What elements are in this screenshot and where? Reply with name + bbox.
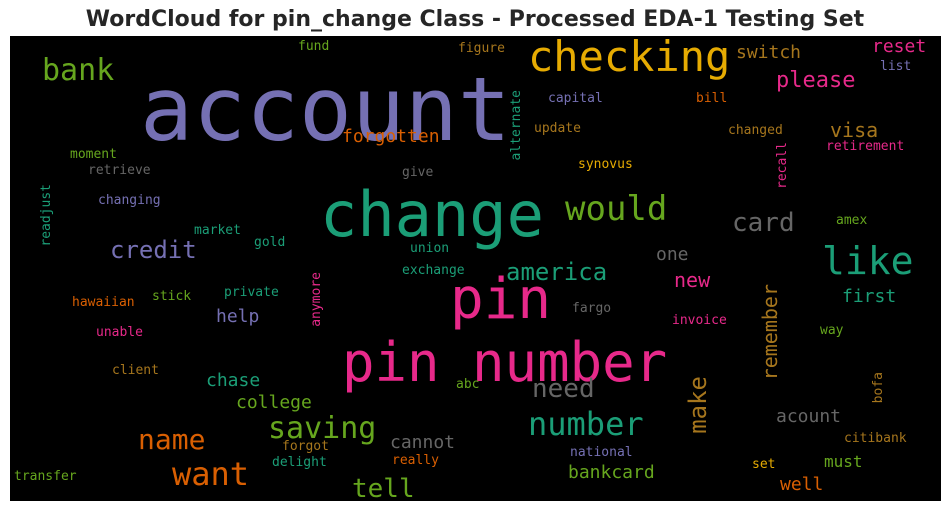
word-please: please bbox=[776, 68, 856, 93]
word-moment: moment bbox=[70, 147, 117, 162]
word-amex: amex bbox=[836, 213, 868, 228]
word-switch: switch bbox=[736, 42, 802, 63]
word-bill: bill bbox=[696, 91, 728, 106]
word-union: union bbox=[410, 241, 450, 256]
word-account: account bbox=[140, 58, 511, 161]
word-recall: recall bbox=[775, 142, 790, 189]
word-fund: fund bbox=[298, 39, 330, 54]
word-make: make bbox=[684, 376, 712, 434]
word-citibank: citibank bbox=[844, 431, 907, 446]
word-synovus: synovus bbox=[578, 157, 633, 172]
word-one: one bbox=[656, 244, 689, 265]
word-fargo: fargo bbox=[572, 301, 612, 316]
figure-title: WordCloud for pin_change Class - Process… bbox=[85, 7, 865, 32]
word-saving: saving bbox=[268, 411, 377, 446]
word-way: way bbox=[820, 323, 844, 338]
word-market: market bbox=[194, 223, 241, 238]
word-set: set bbox=[752, 457, 776, 472]
word-changing: changing bbox=[98, 193, 161, 208]
word-client: client bbox=[112, 363, 159, 378]
word-acount: acount bbox=[776, 406, 842, 427]
word-checking: checking bbox=[528, 36, 731, 81]
word-want: want bbox=[172, 455, 250, 493]
word-remember: remember bbox=[758, 284, 782, 381]
word-reset: reset bbox=[872, 36, 927, 57]
word-retirement: retirement bbox=[826, 139, 905, 154]
word-unable: unable bbox=[96, 325, 143, 340]
word-transfer: transfer bbox=[14, 469, 77, 484]
word-college: college bbox=[236, 392, 312, 413]
word-like: like bbox=[822, 239, 914, 283]
word-give: give bbox=[402, 165, 434, 180]
word-would: would bbox=[565, 189, 668, 229]
word-bankcard: bankcard bbox=[568, 462, 655, 483]
word-alternate: alternate bbox=[509, 90, 524, 161]
word-forgotten: forgotten bbox=[342, 126, 440, 147]
word-bofa: bofa bbox=[871, 372, 886, 404]
word-chase: chase bbox=[206, 370, 261, 391]
word-gold: gold bbox=[254, 235, 286, 250]
word-delight: delight bbox=[272, 455, 327, 470]
word-really: really bbox=[392, 453, 439, 468]
word-abc: abc bbox=[456, 377, 480, 392]
word-capital: capital bbox=[548, 91, 603, 106]
word-readjust: readjust bbox=[39, 184, 54, 247]
word-help: help bbox=[216, 306, 260, 327]
word-invoice: invoice bbox=[672, 313, 727, 328]
word-hawaiian: hawaiian bbox=[72, 295, 135, 310]
word-credit: credit bbox=[110, 236, 197, 264]
word-exchange: exchange bbox=[402, 263, 465, 278]
word-stick: stick bbox=[152, 289, 192, 304]
word-well: well bbox=[780, 474, 824, 495]
word-changed: changed bbox=[728, 123, 783, 138]
word-private: private bbox=[224, 285, 279, 300]
word-number: number bbox=[528, 405, 644, 443]
word-pin: pin bbox=[450, 267, 552, 332]
word-new: new bbox=[674, 268, 711, 292]
word-figure: figure bbox=[458, 41, 505, 56]
word-list: list bbox=[880, 59, 912, 74]
wordcloud-canvas: account checking change pin number pin bank wo… bbox=[10, 36, 941, 501]
word-national: national bbox=[570, 445, 633, 460]
word-anymore: anymore bbox=[309, 272, 324, 327]
word-name: name bbox=[138, 423, 206, 456]
word-card: card bbox=[732, 208, 795, 238]
word-first: first bbox=[842, 286, 897, 307]
word-forgot: forgot bbox=[282, 439, 329, 454]
word-bank: bank bbox=[42, 53, 115, 88]
word-america: america bbox=[506, 258, 608, 286]
word-update: update bbox=[534, 121, 581, 136]
word-retrieve: retrieve bbox=[88, 163, 151, 178]
word-change: change bbox=[320, 178, 544, 251]
word-tell: tell bbox=[352, 474, 415, 501]
word-pin-number: pin number bbox=[342, 331, 668, 394]
word-need: need bbox=[532, 374, 595, 404]
word-visa: visa bbox=[830, 118, 879, 142]
word-cannot: cannot bbox=[390, 432, 456, 453]
word-must: must bbox=[824, 452, 863, 471]
